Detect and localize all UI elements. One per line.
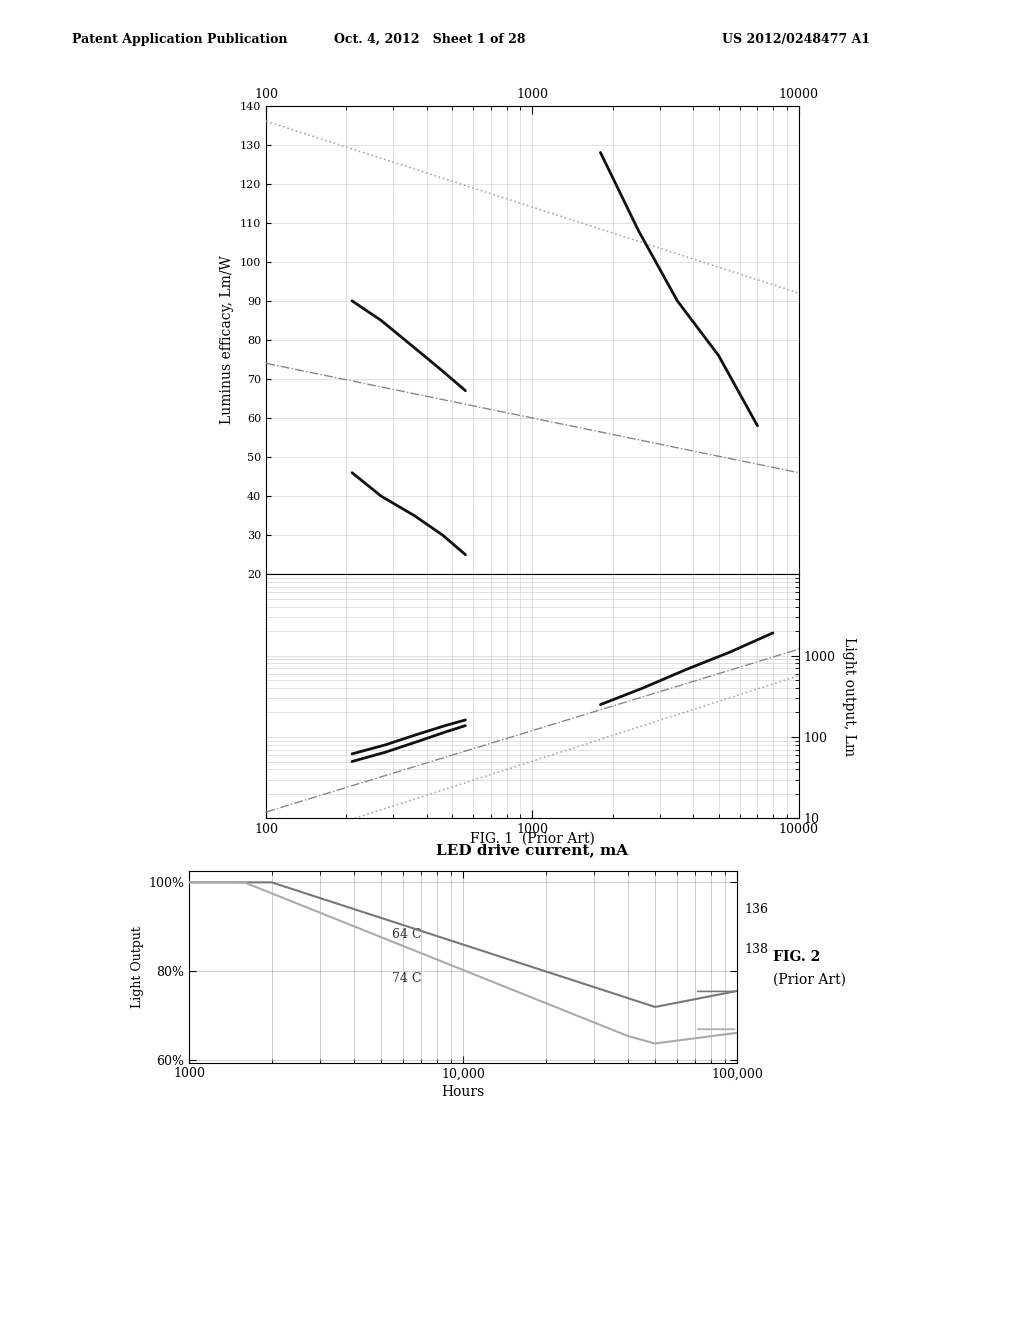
Text: 74 C: 74 C bbox=[392, 973, 422, 986]
Y-axis label: Luminus efficacy, Lm/W: Luminus efficacy, Lm/W bbox=[220, 256, 234, 424]
X-axis label: LED drive current, mA: LED drive current, mA bbox=[436, 843, 629, 857]
Text: Oct. 4, 2012   Sheet 1 of 28: Oct. 4, 2012 Sheet 1 of 28 bbox=[334, 33, 526, 46]
Y-axis label: Light Output: Light Output bbox=[131, 925, 144, 1008]
Text: 136: 136 bbox=[744, 903, 768, 916]
Text: US 2012/0248477 A1: US 2012/0248477 A1 bbox=[722, 33, 870, 46]
Text: 64 C: 64 C bbox=[392, 928, 422, 941]
Text: 138: 138 bbox=[744, 942, 768, 956]
X-axis label: Hours: Hours bbox=[441, 1085, 485, 1098]
Text: FIG. 2: FIG. 2 bbox=[773, 950, 820, 964]
Text: FIG. 1  (Prior Art): FIG. 1 (Prior Art) bbox=[470, 832, 595, 846]
Text: Patent Application Publication: Patent Application Publication bbox=[72, 33, 287, 46]
Text: (Prior Art): (Prior Art) bbox=[773, 973, 846, 986]
Y-axis label: Light output, Lm: Light output, Lm bbox=[843, 636, 856, 756]
